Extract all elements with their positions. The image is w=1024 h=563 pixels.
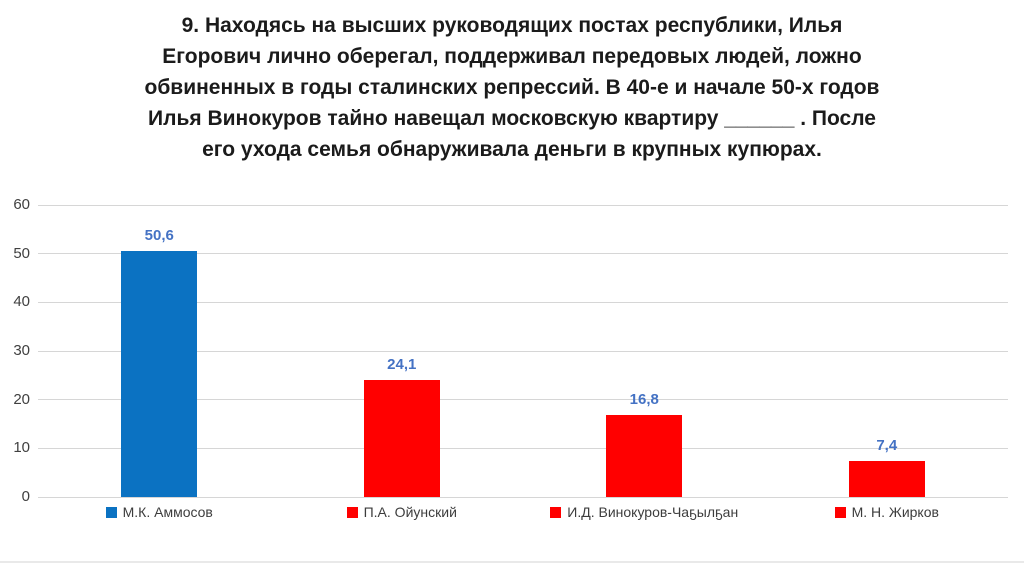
y-axis-tick-label: 30: [13, 342, 30, 359]
legend-item: М.К. Аммосов: [38, 504, 281, 520]
legend-swatch-icon: [105, 506, 117, 518]
gridline: [38, 496, 1008, 498]
gridline: [38, 447, 1008, 449]
bar-2: [363, 379, 440, 497]
title-line: обвиненных в годы сталинских репрессий. …: [144, 76, 880, 99]
gridline: [38, 350, 1008, 352]
slide-bottom-edge: [0, 561, 1024, 563]
y-axis-tick-label: 40: [13, 293, 30, 311]
legend-label: И.Д. Винокуров-Чаҕылҕан: [567, 504, 739, 520]
title-line: Илья Винокуров тайно навещал московскую …: [148, 107, 876, 130]
legend-swatch-icon: [550, 506, 562, 518]
bar-data-label: 24,1: [387, 355, 417, 373]
bar-4: [848, 460, 925, 497]
legend-item: И.Д. Винокуров-Чаҕылҕан: [523, 504, 766, 520]
gridline: [38, 204, 1008, 206]
legend-item: М. Н. Жирков: [766, 504, 1009, 520]
gridline: [38, 301, 1008, 303]
gridline: [38, 399, 1008, 401]
bar-data-label: 50,6: [144, 226, 174, 244]
chart-title: 9. Находясь на высших руководящих постах…: [12, 10, 1012, 165]
y-axis-tick-label: 0: [21, 488, 30, 505]
title-line: его ухода семья обнаруживала деньги в кр…: [202, 138, 822, 161]
legend-swatch-icon: [346, 506, 358, 518]
legend-label: М.К. Аммосов: [122, 504, 213, 520]
legend-label: М. Н. Жирков: [851, 504, 939, 520]
y-axis-tick-label: 20: [13, 390, 30, 408]
legend-label: П.А. Ойунский: [363, 504, 457, 520]
bar-1: [121, 250, 198, 497]
bar-data-label: 16,8: [629, 391, 659, 409]
title-line: Егорович лично оберегал, поддерживал пер…: [162, 45, 862, 68]
y-axis-tick-label: 10: [13, 439, 30, 457]
gridline: [38, 253, 1008, 255]
legend: М.К. Аммосов П.А. Ойунский И.Д. Винокуров-…: [38, 501, 1008, 523]
legend-swatch-icon: [834, 506, 846, 518]
title-line: 9. Находясь на высших руководящих постах…: [181, 14, 843, 37]
y-axis-tick-label: 60: [13, 196, 30, 213]
bar-3: [606, 415, 683, 497]
y-axis-tick-label: 50: [13, 244, 30, 262]
legend-item: П.А. Ойунский: [281, 504, 524, 520]
bar-data-label: 7,4: [876, 436, 898, 454]
